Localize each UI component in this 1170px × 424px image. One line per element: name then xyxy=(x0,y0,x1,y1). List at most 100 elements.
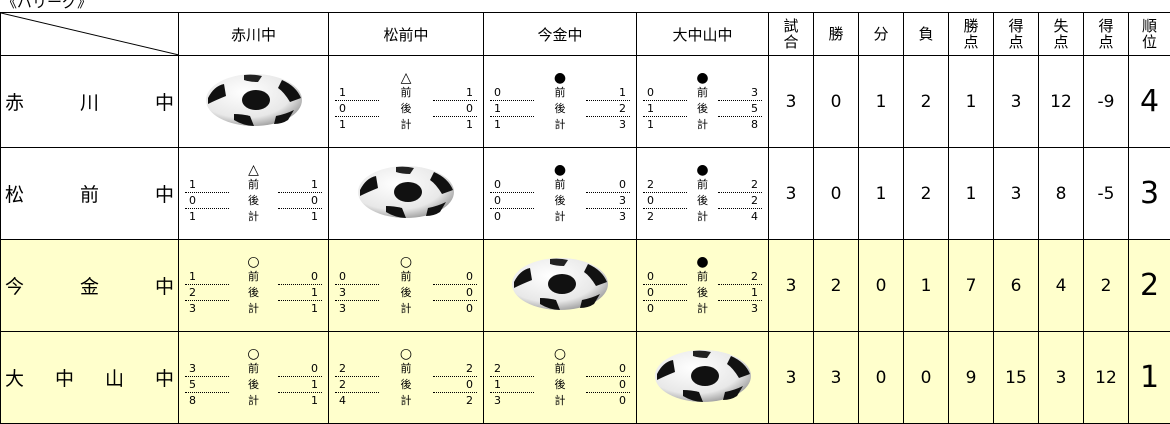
score-opp: 3 xyxy=(586,209,630,224)
score-own: 2 xyxy=(185,285,229,301)
stat-header: 勝点 xyxy=(964,18,979,50)
score-own: 3 xyxy=(185,361,229,377)
period-label: 後 xyxy=(379,101,433,117)
score-own: 1 xyxy=(185,269,229,285)
period-label: 後 xyxy=(687,285,718,301)
score-own: 0 xyxy=(643,85,687,101)
stat-header: 失点 xyxy=(1054,18,1069,50)
stat-header-cell: 失点 xyxy=(1039,13,1084,56)
result-mark: ● xyxy=(484,163,636,177)
stat-value: 0 xyxy=(904,332,949,424)
stat-value: 2 xyxy=(814,240,859,332)
score-opp: 1 xyxy=(278,377,322,393)
score-own: 5 xyxy=(185,377,229,393)
score-own: 0 xyxy=(643,301,687,316)
score-own: 0 xyxy=(490,85,534,101)
score-opp: 0 xyxy=(433,101,477,117)
result-cell xyxy=(329,148,484,240)
team-name-cell: 赤川中 xyxy=(1,56,179,148)
score-opp: 1 xyxy=(278,209,322,224)
stat-value: 3 xyxy=(994,56,1039,148)
result-mark: ○ xyxy=(329,255,483,269)
stat-value: 3 xyxy=(769,332,814,424)
score-own: 2 xyxy=(490,361,534,377)
score-opp: 4 xyxy=(718,209,762,224)
period-label: 前 xyxy=(379,269,433,285)
result-mark: ● xyxy=(637,255,768,269)
period-label: 前 xyxy=(534,361,586,377)
score-own: 0 xyxy=(490,193,534,209)
period-label: 計 xyxy=(229,393,278,408)
score-opp: 0 xyxy=(433,269,477,285)
score-own: 3 xyxy=(335,301,379,316)
period-label: 後 xyxy=(379,285,433,301)
score-own: 1 xyxy=(643,117,687,132)
stat-header-cell: 試合 xyxy=(769,13,814,56)
period-label: 計 xyxy=(534,393,586,408)
period-label: 後 xyxy=(534,101,586,117)
result-cell xyxy=(179,56,329,148)
score-opp: 3 xyxy=(586,117,630,132)
stat-header-cell: 勝点 xyxy=(949,13,994,56)
score-opp: 1 xyxy=(278,393,322,408)
result-mark: ○ xyxy=(329,347,483,361)
score-opp: 0 xyxy=(278,361,322,377)
score-opp: 1 xyxy=(278,177,322,193)
period-label: 前 xyxy=(229,269,278,285)
score-own: 1 xyxy=(335,117,379,132)
page: 《パリーグ》 赤川中松前中今金中大中山中試合勝分負勝点得点失点得点順位 赤川中△… xyxy=(0,0,1170,407)
team-name-cell: 今金中 xyxy=(1,240,179,332)
team-header: 松前中 xyxy=(329,13,484,56)
period-label: 前 xyxy=(687,269,718,285)
score-opp: 1 xyxy=(278,285,322,301)
score-opp: 2 xyxy=(718,269,762,285)
score-opp: 5 xyxy=(718,101,762,117)
stat-value: 3 xyxy=(769,148,814,240)
period-label: 計 xyxy=(379,301,433,316)
score-opp: 2 xyxy=(718,177,762,193)
stat-value: 3 xyxy=(769,56,814,148)
score-own: 3 xyxy=(490,393,534,408)
stat-value: 0 xyxy=(814,56,859,148)
period-label: 後 xyxy=(229,377,278,393)
stat-value: 1 xyxy=(904,240,949,332)
soccer-ball xyxy=(653,346,753,406)
stat-value: 0 xyxy=(814,148,859,240)
stat-value: 15 xyxy=(994,332,1039,424)
score-own: 1 xyxy=(335,85,379,101)
score-opp: 0 xyxy=(586,377,630,393)
team-name: 松前中 xyxy=(5,184,174,206)
period-label: 後 xyxy=(687,193,718,209)
result-mark: ● xyxy=(637,163,768,177)
score-own: 0 xyxy=(643,269,687,285)
score-own: 2 xyxy=(335,361,379,377)
stat-value: 1 xyxy=(859,148,904,240)
score-own: 2 xyxy=(643,177,687,193)
score-opp: 0 xyxy=(433,377,477,393)
period-label: 計 xyxy=(687,117,718,132)
stat-value: 8 xyxy=(1039,148,1084,240)
team-name-cell: 松前中 xyxy=(1,148,179,240)
score-own: 1 xyxy=(490,117,534,132)
rank: 2 xyxy=(1129,240,1170,332)
team-header: 今金中 xyxy=(484,13,637,56)
score-own: 1 xyxy=(185,209,229,224)
